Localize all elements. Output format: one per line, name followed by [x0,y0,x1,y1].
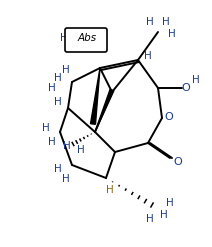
Text: O: O [165,112,173,122]
Polygon shape [95,89,114,132]
FancyBboxPatch shape [65,28,107,52]
Text: H: H [106,185,114,195]
Text: H: H [62,65,70,75]
Text: H: H [54,73,62,83]
Text: H: H [146,17,154,27]
Text: H: H [166,198,174,208]
Text: O: O [174,157,182,167]
Text: H: H [62,174,70,184]
Text: H: H [146,214,154,224]
Text: O: O [182,83,190,93]
Text: H: H [168,29,176,39]
Text: H: H [77,145,85,155]
Text: H: H [42,123,50,133]
Text: H: H [192,75,200,85]
Text: Abs: Abs [77,33,96,43]
Text: H: H [162,17,170,27]
Text: H: H [160,210,168,220]
Text: H: H [144,51,152,61]
Text: H: H [48,83,56,93]
Polygon shape [91,68,100,124]
Text: H: H [48,137,56,147]
Text: H: H [54,164,62,174]
Text: H: H [54,97,62,107]
Text: H: H [63,141,71,151]
Text: H: H [60,33,68,43]
